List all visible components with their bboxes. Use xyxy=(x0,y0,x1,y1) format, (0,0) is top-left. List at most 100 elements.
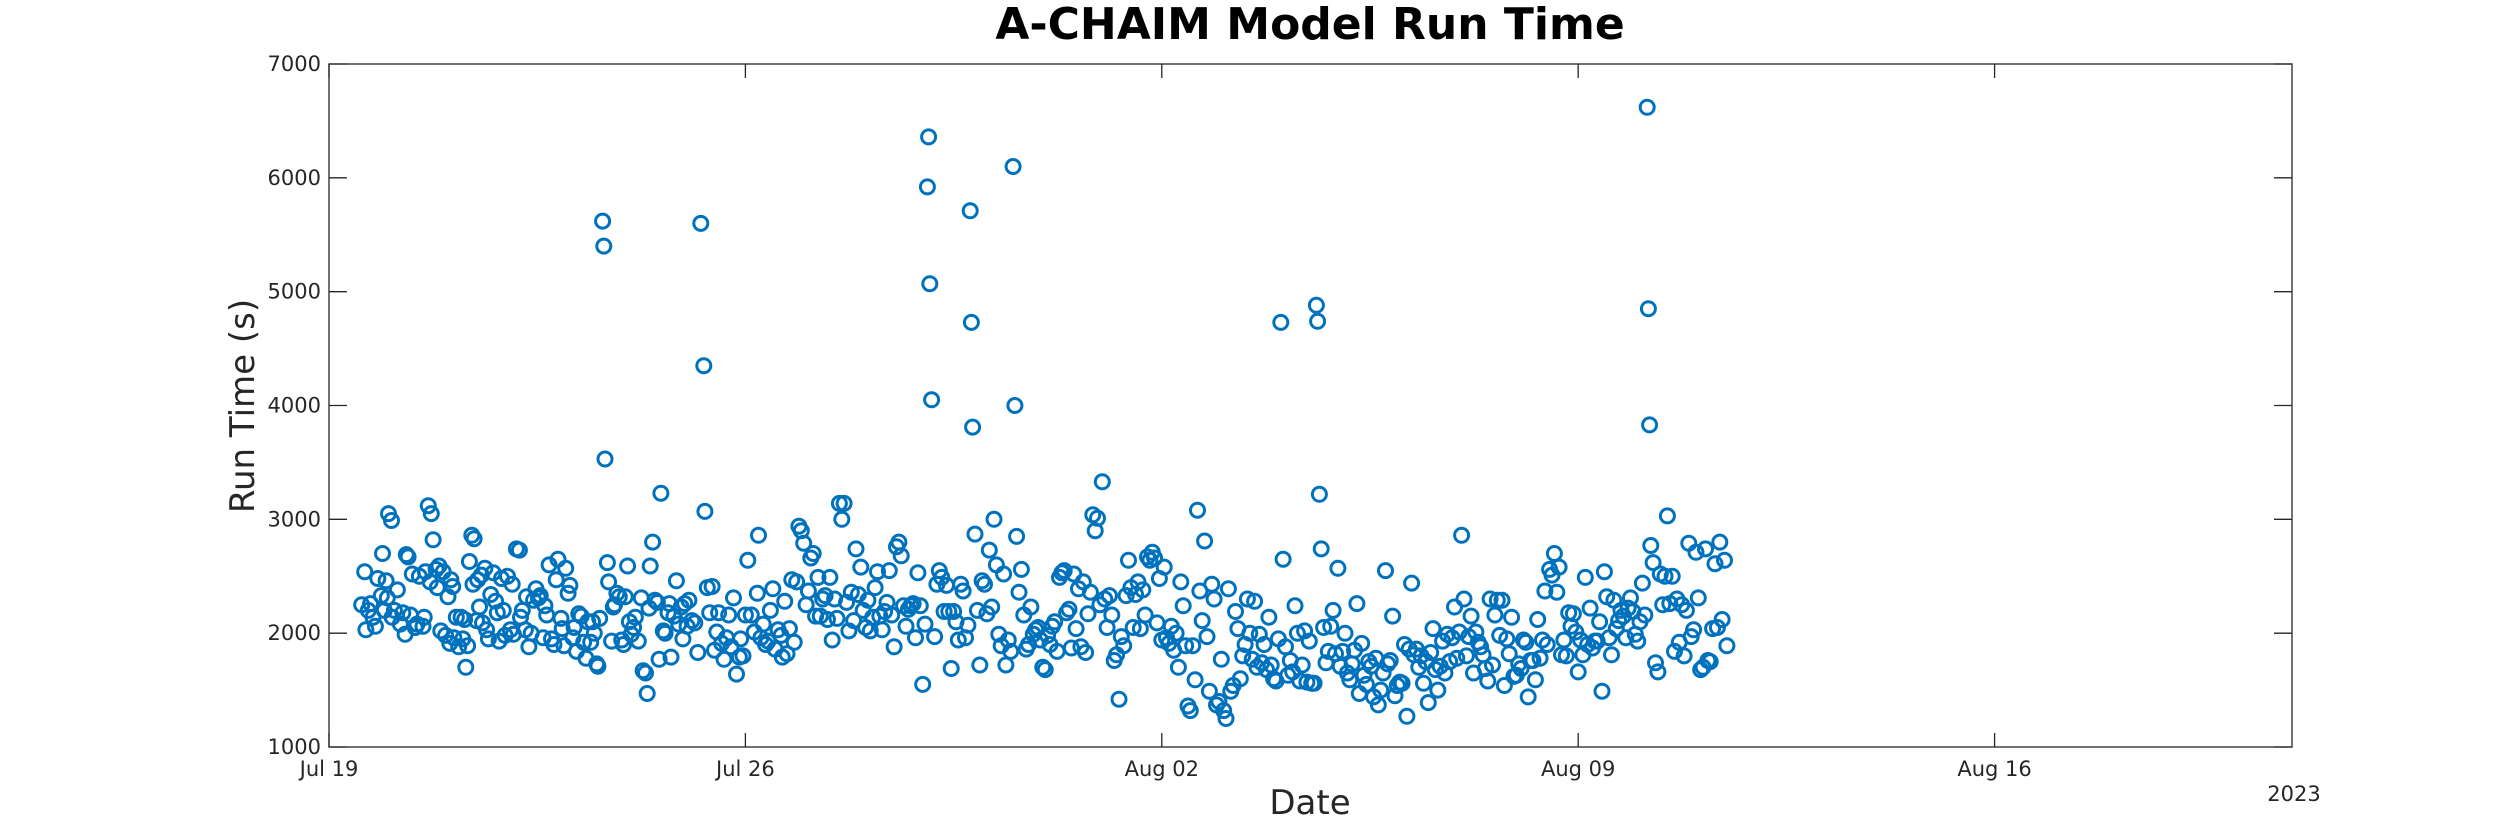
data-point xyxy=(1010,583,1028,601)
data-point xyxy=(1393,674,1411,692)
data-point xyxy=(1633,574,1651,592)
data-point xyxy=(686,614,704,632)
data-point xyxy=(1060,600,1078,618)
data-point xyxy=(1167,624,1185,642)
data-point xyxy=(634,662,652,680)
chart-title: A-CHAIM Model Run Time xyxy=(995,0,1624,50)
data-point xyxy=(819,611,836,628)
data-point xyxy=(976,575,993,593)
data-point xyxy=(1658,507,1676,525)
data-point xyxy=(1067,620,1085,638)
data-point xyxy=(656,624,674,642)
data-point xyxy=(1217,710,1235,727)
data-point xyxy=(1495,677,1513,694)
data-point xyxy=(662,648,680,666)
data-point xyxy=(1595,563,1613,581)
data-point xyxy=(600,573,618,591)
data-point xyxy=(1357,675,1375,693)
data-point xyxy=(701,604,719,622)
data-point xyxy=(1081,583,1099,601)
data-point xyxy=(582,633,600,651)
data-point xyxy=(456,611,474,628)
data-point xyxy=(703,578,721,595)
data-point xyxy=(1246,592,1264,610)
data-point xyxy=(1519,688,1537,706)
data-point xyxy=(1713,611,1731,628)
data-point xyxy=(536,597,554,615)
data-point xyxy=(399,548,417,566)
data-point xyxy=(650,650,668,668)
data-point xyxy=(394,604,412,622)
data-point xyxy=(949,631,967,649)
data-point xyxy=(357,621,375,639)
data-point xyxy=(1486,606,1504,624)
data-point xyxy=(1036,661,1054,679)
data-point xyxy=(457,658,475,676)
data-point xyxy=(961,202,979,220)
data-point xyxy=(1329,559,1347,577)
data-point xyxy=(1210,693,1228,710)
data-point xyxy=(424,531,442,549)
data-point xyxy=(432,622,450,640)
x-tick-label: Aug 16 xyxy=(1957,757,2031,781)
data-point xyxy=(742,606,760,624)
data-point xyxy=(902,597,920,615)
data-point xyxy=(561,576,579,594)
data-point xyxy=(1238,590,1256,608)
data-point xyxy=(1591,613,1609,631)
data-point xyxy=(1548,583,1566,601)
data-point xyxy=(366,617,384,635)
data-point xyxy=(715,650,733,668)
data-point xyxy=(1008,527,1026,545)
data-point xyxy=(1234,647,1252,665)
data-point xyxy=(1629,632,1647,650)
data-point xyxy=(383,512,400,529)
data-point xyxy=(1219,580,1237,598)
data-point xyxy=(1636,606,1654,624)
data-point xyxy=(1093,473,1111,491)
data-point xyxy=(1649,663,1667,681)
data-point xyxy=(1398,707,1416,725)
data-point xyxy=(1462,607,1480,625)
data-point xyxy=(892,547,910,565)
data-point xyxy=(1647,654,1664,672)
data-point xyxy=(916,615,934,633)
data-point xyxy=(921,275,939,293)
data-point xyxy=(971,656,989,674)
data-point xyxy=(914,675,932,693)
data-point xyxy=(1534,631,1551,649)
data-point xyxy=(616,588,634,606)
data-point xyxy=(1334,642,1352,660)
data-point xyxy=(648,593,666,611)
data-point xyxy=(1115,637,1133,655)
data-point xyxy=(1212,650,1230,668)
data-point xyxy=(510,541,528,559)
data-point xyxy=(1526,671,1544,689)
data-point xyxy=(1448,649,1466,667)
data-point xyxy=(1100,587,1118,605)
data-point xyxy=(1500,645,1518,663)
data-point xyxy=(1241,624,1259,642)
data-point xyxy=(1641,416,1659,434)
data-point xyxy=(1654,596,1672,614)
data-point xyxy=(1181,702,1199,720)
data-point xyxy=(795,534,813,552)
data-point xyxy=(1593,682,1611,700)
data-point xyxy=(799,582,817,600)
data-point xyxy=(710,604,728,622)
plot-area-frame xyxy=(328,63,2293,748)
data-point xyxy=(1004,158,1022,175)
data-point xyxy=(1557,647,1575,665)
data-point xyxy=(538,606,556,624)
data-point xyxy=(1124,619,1142,636)
data-point xyxy=(725,589,742,607)
data-point xyxy=(419,497,437,515)
data-point xyxy=(1555,631,1573,649)
data-point xyxy=(494,601,512,619)
data-point xyxy=(816,587,834,605)
y-tick-label: 1000 xyxy=(268,735,321,759)
data-point xyxy=(553,620,571,638)
data-point xyxy=(1112,628,1130,646)
data-point xyxy=(692,214,710,232)
data-point xyxy=(589,657,607,675)
